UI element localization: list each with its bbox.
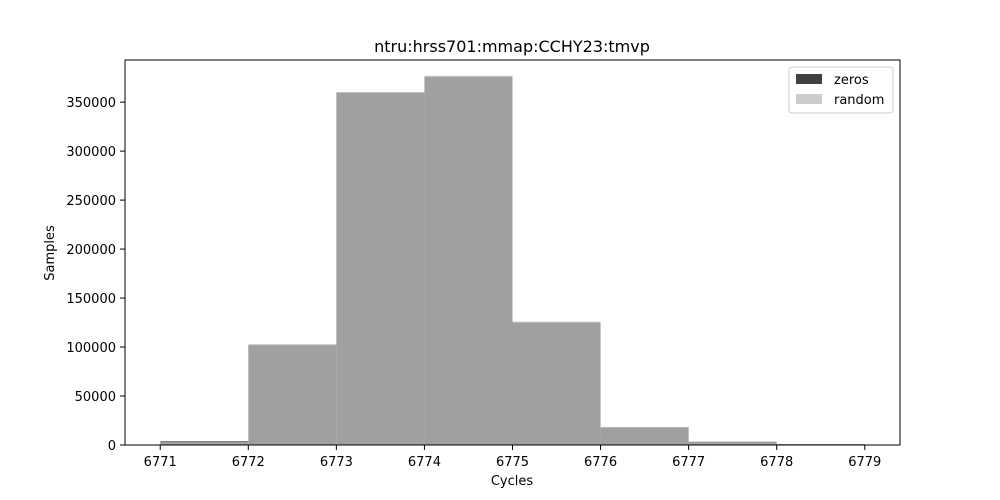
x-axis-label: Cycles	[491, 474, 534, 489]
y-axis-label: Samples	[43, 225, 58, 281]
chart-title: ntru:hrss701:mmap:CCHY23:tmvp	[374, 37, 650, 56]
histogram-bar-overlap	[336, 92, 425, 445]
x-tick-label: 6779	[848, 455, 881, 470]
x-tick-label: 6775	[496, 455, 529, 470]
x-axis: 6771 6772 6773 6774 6775 6776 6777 6778 6779	[144, 445, 881, 470]
x-tick-label: 6771	[144, 455, 177, 470]
histogram-bar-random	[424, 75, 513, 77]
bars-layer	[160, 75, 865, 446]
x-tick-label: 6777	[672, 455, 705, 470]
histogram-bar-overlap	[600, 427, 689, 445]
legend-label-zeros: zeros	[834, 73, 869, 88]
y-tick-label: 300000	[66, 145, 116, 160]
histogram-bar-overlap	[688, 441, 777, 445]
histogram-bar-overlap	[424, 76, 513, 446]
histogram-bar-overlap	[248, 345, 337, 445]
x-tick-label: 6773	[320, 455, 353, 470]
x-tick-label: 6772	[232, 455, 265, 470]
x-tick-label: 6776	[584, 455, 617, 470]
legend-swatch-zeros	[796, 74, 822, 84]
histogram-bar-overlap	[512, 322, 601, 445]
y-tick-label: 350000	[66, 96, 116, 111]
legend: zeros random	[788, 66, 894, 114]
x-tick-label: 6774	[408, 455, 441, 470]
y-axis: 0 50000 100000 150000 200000 250000 300000 3500…	[66, 96, 125, 454]
y-tick-label: 50000	[75, 390, 116, 405]
y-tick-label: 250000	[66, 194, 116, 209]
histogram-bar-overlap	[160, 441, 249, 445]
x-tick-label: 6778	[760, 455, 793, 470]
y-tick-label: 200000	[66, 243, 116, 258]
legend-swatch-random	[796, 94, 822, 104]
legend-label-random: random	[834, 93, 884, 108]
histogram-bar-random	[512, 321, 601, 323]
y-tick-label: 100000	[66, 341, 116, 356]
y-tick-label: 0	[108, 439, 116, 454]
histogram-bar-random	[248, 344, 337, 346]
y-tick-label: 150000	[66, 292, 116, 307]
